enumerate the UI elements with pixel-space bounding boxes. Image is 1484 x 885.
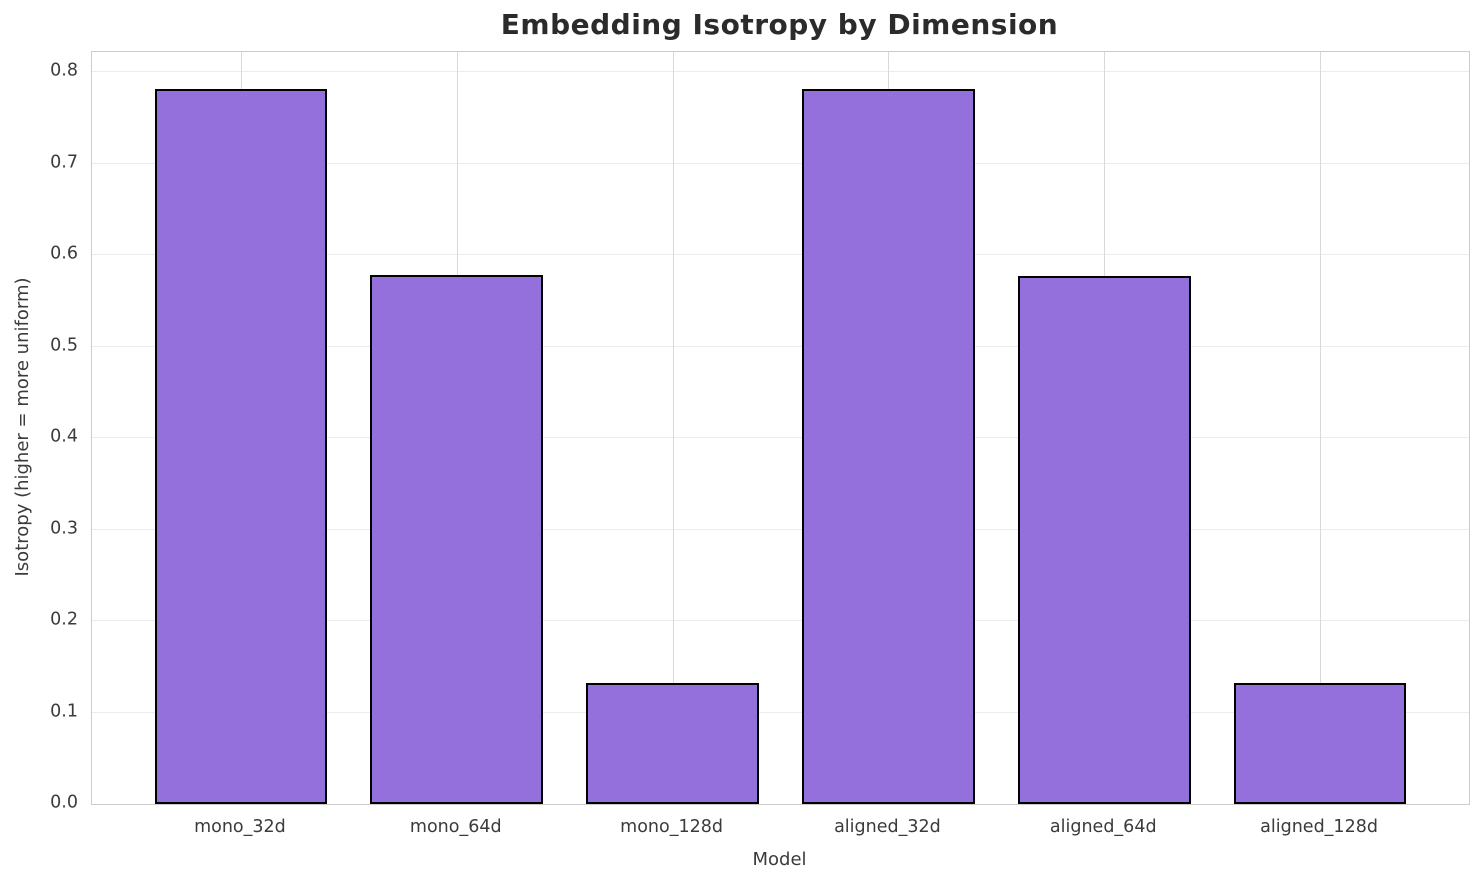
gridline-vertical <box>1320 52 1322 804</box>
bar-mono_32d <box>154 88 328 804</box>
gridline-horizontal <box>92 162 1469 164</box>
gridline-horizontal <box>92 620 1469 622</box>
x-tick-label: mono_128d <box>620 817 723 837</box>
x-tick-label: mono_32d <box>194 817 286 837</box>
y-tick-label: 0.2 <box>50 609 78 630</box>
plot-area <box>91 51 1470 805</box>
gridline-horizontal <box>92 437 1469 439</box>
y-tick-label: 0.4 <box>50 426 78 447</box>
gridline-horizontal <box>92 711 1469 713</box>
y-tick-label: 0.3 <box>50 517 78 538</box>
bar-aligned_32d <box>802 88 975 804</box>
chart-title: Embedding Isotropy by Dimension <box>500 8 1059 41</box>
bar-aligned_64d <box>1017 276 1191 804</box>
y-tick-label: 0.7 <box>50 151 78 172</box>
x-tick-label: aligned_64d <box>1049 817 1157 837</box>
y-tick-label: 0.5 <box>50 334 78 355</box>
gridline-horizontal <box>92 345 1469 347</box>
bar-mono_128d <box>586 683 759 804</box>
x-tick-label: aligned_128d <box>1260 817 1378 837</box>
gridline-horizontal <box>92 71 1469 73</box>
y-tick-label: 0.1 <box>50 700 78 721</box>
gridline-vertical <box>672 52 674 804</box>
x-tick-label: aligned_32d <box>834 817 941 837</box>
gridline-horizontal <box>92 254 1469 256</box>
gridline-horizontal <box>92 528 1469 530</box>
bar-aligned_128d <box>1233 683 1407 804</box>
y-tick-label: 0.0 <box>50 792 78 813</box>
bar-mono_64d <box>370 275 544 804</box>
x-axis-label: Model <box>752 849 807 870</box>
x-tick-label: mono_64d <box>409 817 502 837</box>
y-tick-label: 0.6 <box>50 243 78 264</box>
y-tick-label: 0.8 <box>50 60 78 81</box>
